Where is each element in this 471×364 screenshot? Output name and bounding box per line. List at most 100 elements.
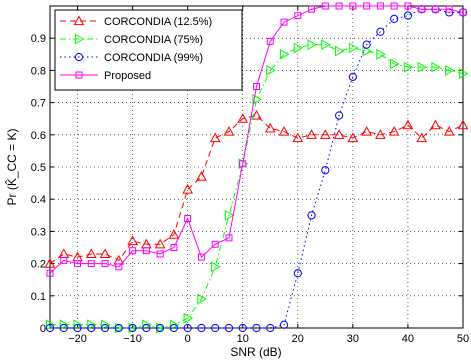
data-point (169, 323, 178, 333)
data-point (278, 126, 290, 136)
data-point (390, 14, 399, 23)
data-point (362, 40, 371, 49)
data-point (252, 94, 263, 105)
data-point (294, 12, 302, 20)
series-line (49, 5, 464, 274)
legend-entry: CORCONDIA (99%) (60, 52, 203, 64)
data-point (390, 2, 398, 10)
legend-entry: CORCONDIA (12.5%) (60, 15, 212, 28)
data-point (182, 184, 194, 194)
data-point (211, 240, 219, 248)
y-tick-label: 0.4 (31, 194, 46, 206)
data-point (457, 119, 469, 130)
data-point (224, 323, 234, 333)
x-tick-label: 20 (292, 333, 304, 345)
data-point (87, 323, 96, 333)
data-point (266, 37, 274, 45)
y-axis-label: Pr (K̂_CC = K) (4, 128, 19, 205)
data-point (46, 269, 54, 277)
data-point (211, 261, 221, 273)
series-line (49, 114, 464, 265)
data-point (430, 119, 441, 130)
series-0 (44, 109, 469, 268)
data-point (87, 319, 97, 331)
data-point (335, 111, 344, 120)
data-point (307, 211, 316, 220)
data-point (403, 11, 413, 20)
data-point (321, 166, 330, 175)
data-point (293, 269, 302, 278)
data-point (443, 126, 455, 136)
data-point (348, 72, 357, 81)
legend-marker (73, 15, 85, 26)
legend-entry: Proposed (60, 70, 151, 82)
data-point (280, 18, 288, 26)
data-point (196, 171, 207, 181)
data-point (209, 132, 221, 143)
x-tick-label: 40 (402, 333, 414, 345)
y-tick-label: 0.1 (31, 291, 46, 303)
data-point (154, 238, 166, 249)
data-point (445, 65, 455, 76)
x-tick-label: −10 (123, 333, 142, 345)
x-tick-label: 30 (347, 333, 359, 345)
data-point (458, 8, 468, 17)
data-point (264, 122, 276, 133)
data-point (376, 2, 384, 10)
legend-entry: CORCONDIA (75%) (60, 33, 203, 46)
data-point (361, 126, 372, 136)
y-tick-label: 0.6 (31, 130, 46, 142)
data-point (376, 48, 386, 60)
data-point (458, 68, 469, 79)
data-point (459, 8, 467, 16)
x-tick-label: −20 (68, 333, 87, 345)
data-point (349, 2, 357, 10)
data-point (321, 2, 329, 10)
data-point (183, 312, 194, 324)
data-point (59, 319, 70, 331)
y-tick-label: 0.9 (31, 33, 46, 45)
legend-label: CORCONDIA (75%) (104, 34, 203, 46)
data-point (335, 45, 345, 57)
data-point (142, 247, 150, 255)
data-point (100, 323, 110, 333)
data-point (279, 320, 289, 329)
data-point (100, 319, 111, 331)
x-tick-label: 50 (457, 333, 469, 345)
legend-label: CORCONDIA (99%) (104, 52, 203, 64)
data-point (85, 248, 97, 259)
data-point (239, 160, 247, 168)
data-point (335, 2, 343, 10)
legend-marker (74, 33, 85, 45)
data-point (375, 129, 386, 139)
data-point (45, 319, 56, 331)
data-point (418, 5, 426, 13)
data-point (60, 256, 68, 264)
data-point (252, 323, 261, 333)
data-point (390, 58, 400, 70)
data-point (266, 65, 276, 76)
data-point (431, 61, 441, 73)
data-point (445, 5, 453, 13)
data-point (99, 248, 111, 259)
data-point (127, 235, 138, 246)
data-point (45, 323, 55, 333)
data-point (238, 323, 247, 333)
y-tick-label: 0 (40, 323, 46, 335)
y-tick-label: 0.2 (31, 259, 46, 271)
y-tick-label: 0.8 (31, 65, 46, 77)
data-point (59, 323, 68, 333)
legend-label: Proposed (104, 70, 151, 82)
data-point (348, 42, 359, 54)
data-point (307, 39, 318, 50)
data-point (73, 323, 82, 333)
data-point (417, 61, 428, 73)
y-tick-label: 0.7 (31, 98, 46, 110)
data-point (129, 247, 137, 255)
legend-label: CORCONDIA (12.5%) (104, 16, 212, 28)
data-point (101, 260, 109, 268)
data-point (266, 323, 275, 333)
data-point (197, 323, 206, 333)
data-point (388, 126, 400, 136)
data-point (74, 260, 82, 268)
